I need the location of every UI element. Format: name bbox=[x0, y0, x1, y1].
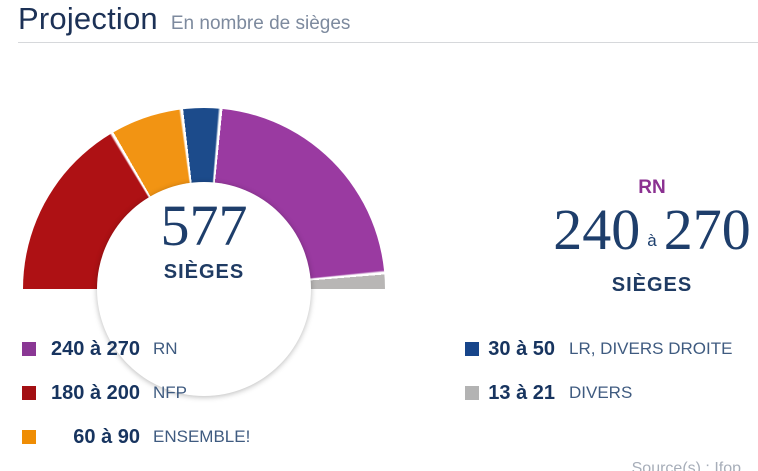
legend-label: RN bbox=[153, 339, 178, 358]
header: Projection En nombre de sièges bbox=[18, 1, 350, 37]
highlight-range-from: 240 bbox=[553, 197, 641, 262]
highlight-range: 240 à 270 bbox=[547, 201, 757, 265]
legend-swatch-divers bbox=[465, 386, 479, 400]
legend-range: 240 à 270 bbox=[51, 337, 140, 360]
source-credit: Source(s) : Ifop bbox=[631, 460, 741, 471]
legend-label: LR, DIVERS DROITE bbox=[569, 339, 733, 358]
legend-range: 180 à 200 bbox=[51, 381, 140, 404]
legend-item-lr-divers-droite: 30 à 50 LR, DIVERS DROITE bbox=[465, 338, 732, 360]
highlight-panel: RN 240 à 270 SIÈGES bbox=[547, 176, 757, 297]
legend-label: NFP bbox=[153, 383, 187, 402]
hemicycle-inner-disc bbox=[97, 182, 311, 396]
highlight-range-separator: à bbox=[647, 231, 657, 250]
legend-item-nfp: 180 à 200 NFP bbox=[22, 382, 187, 404]
legend-range: 30 à 50 bbox=[488, 337, 555, 360]
legend-swatch-nfp bbox=[22, 386, 36, 400]
legend-item-divers: 13 à 21 DIVERS bbox=[465, 382, 632, 404]
highlight-unit: SIÈGES bbox=[611, 274, 693, 296]
header-divider bbox=[18, 42, 758, 43]
total-seats-value: 577 bbox=[160, 193, 248, 258]
legend-swatch-rn bbox=[22, 342, 36, 356]
legend-range: 60 à 90 bbox=[73, 425, 140, 448]
legend-label: DIVERS bbox=[569, 383, 633, 402]
legend-label: ENSEMBLE! bbox=[153, 427, 251, 446]
total-seats: 577 SIÈGES bbox=[104, 193, 304, 284]
highlight-party: RN bbox=[638, 177, 666, 198]
legend-item-ensemble: 60 à 90 ENSEMBLE! bbox=[22, 426, 250, 448]
legend-swatch-ensemble bbox=[22, 430, 36, 444]
legend-item-rn: 240 à 270 RN bbox=[22, 338, 178, 360]
legend-swatch-lr bbox=[465, 342, 479, 356]
total-seats-unit: SIÈGES bbox=[163, 261, 245, 283]
legend-range: 13 à 21 bbox=[488, 381, 555, 404]
page-title: Projection bbox=[18, 1, 158, 36]
page-subtitle: En nombre de sièges bbox=[170, 13, 351, 34]
highlight-range-to: 270 bbox=[663, 197, 751, 262]
